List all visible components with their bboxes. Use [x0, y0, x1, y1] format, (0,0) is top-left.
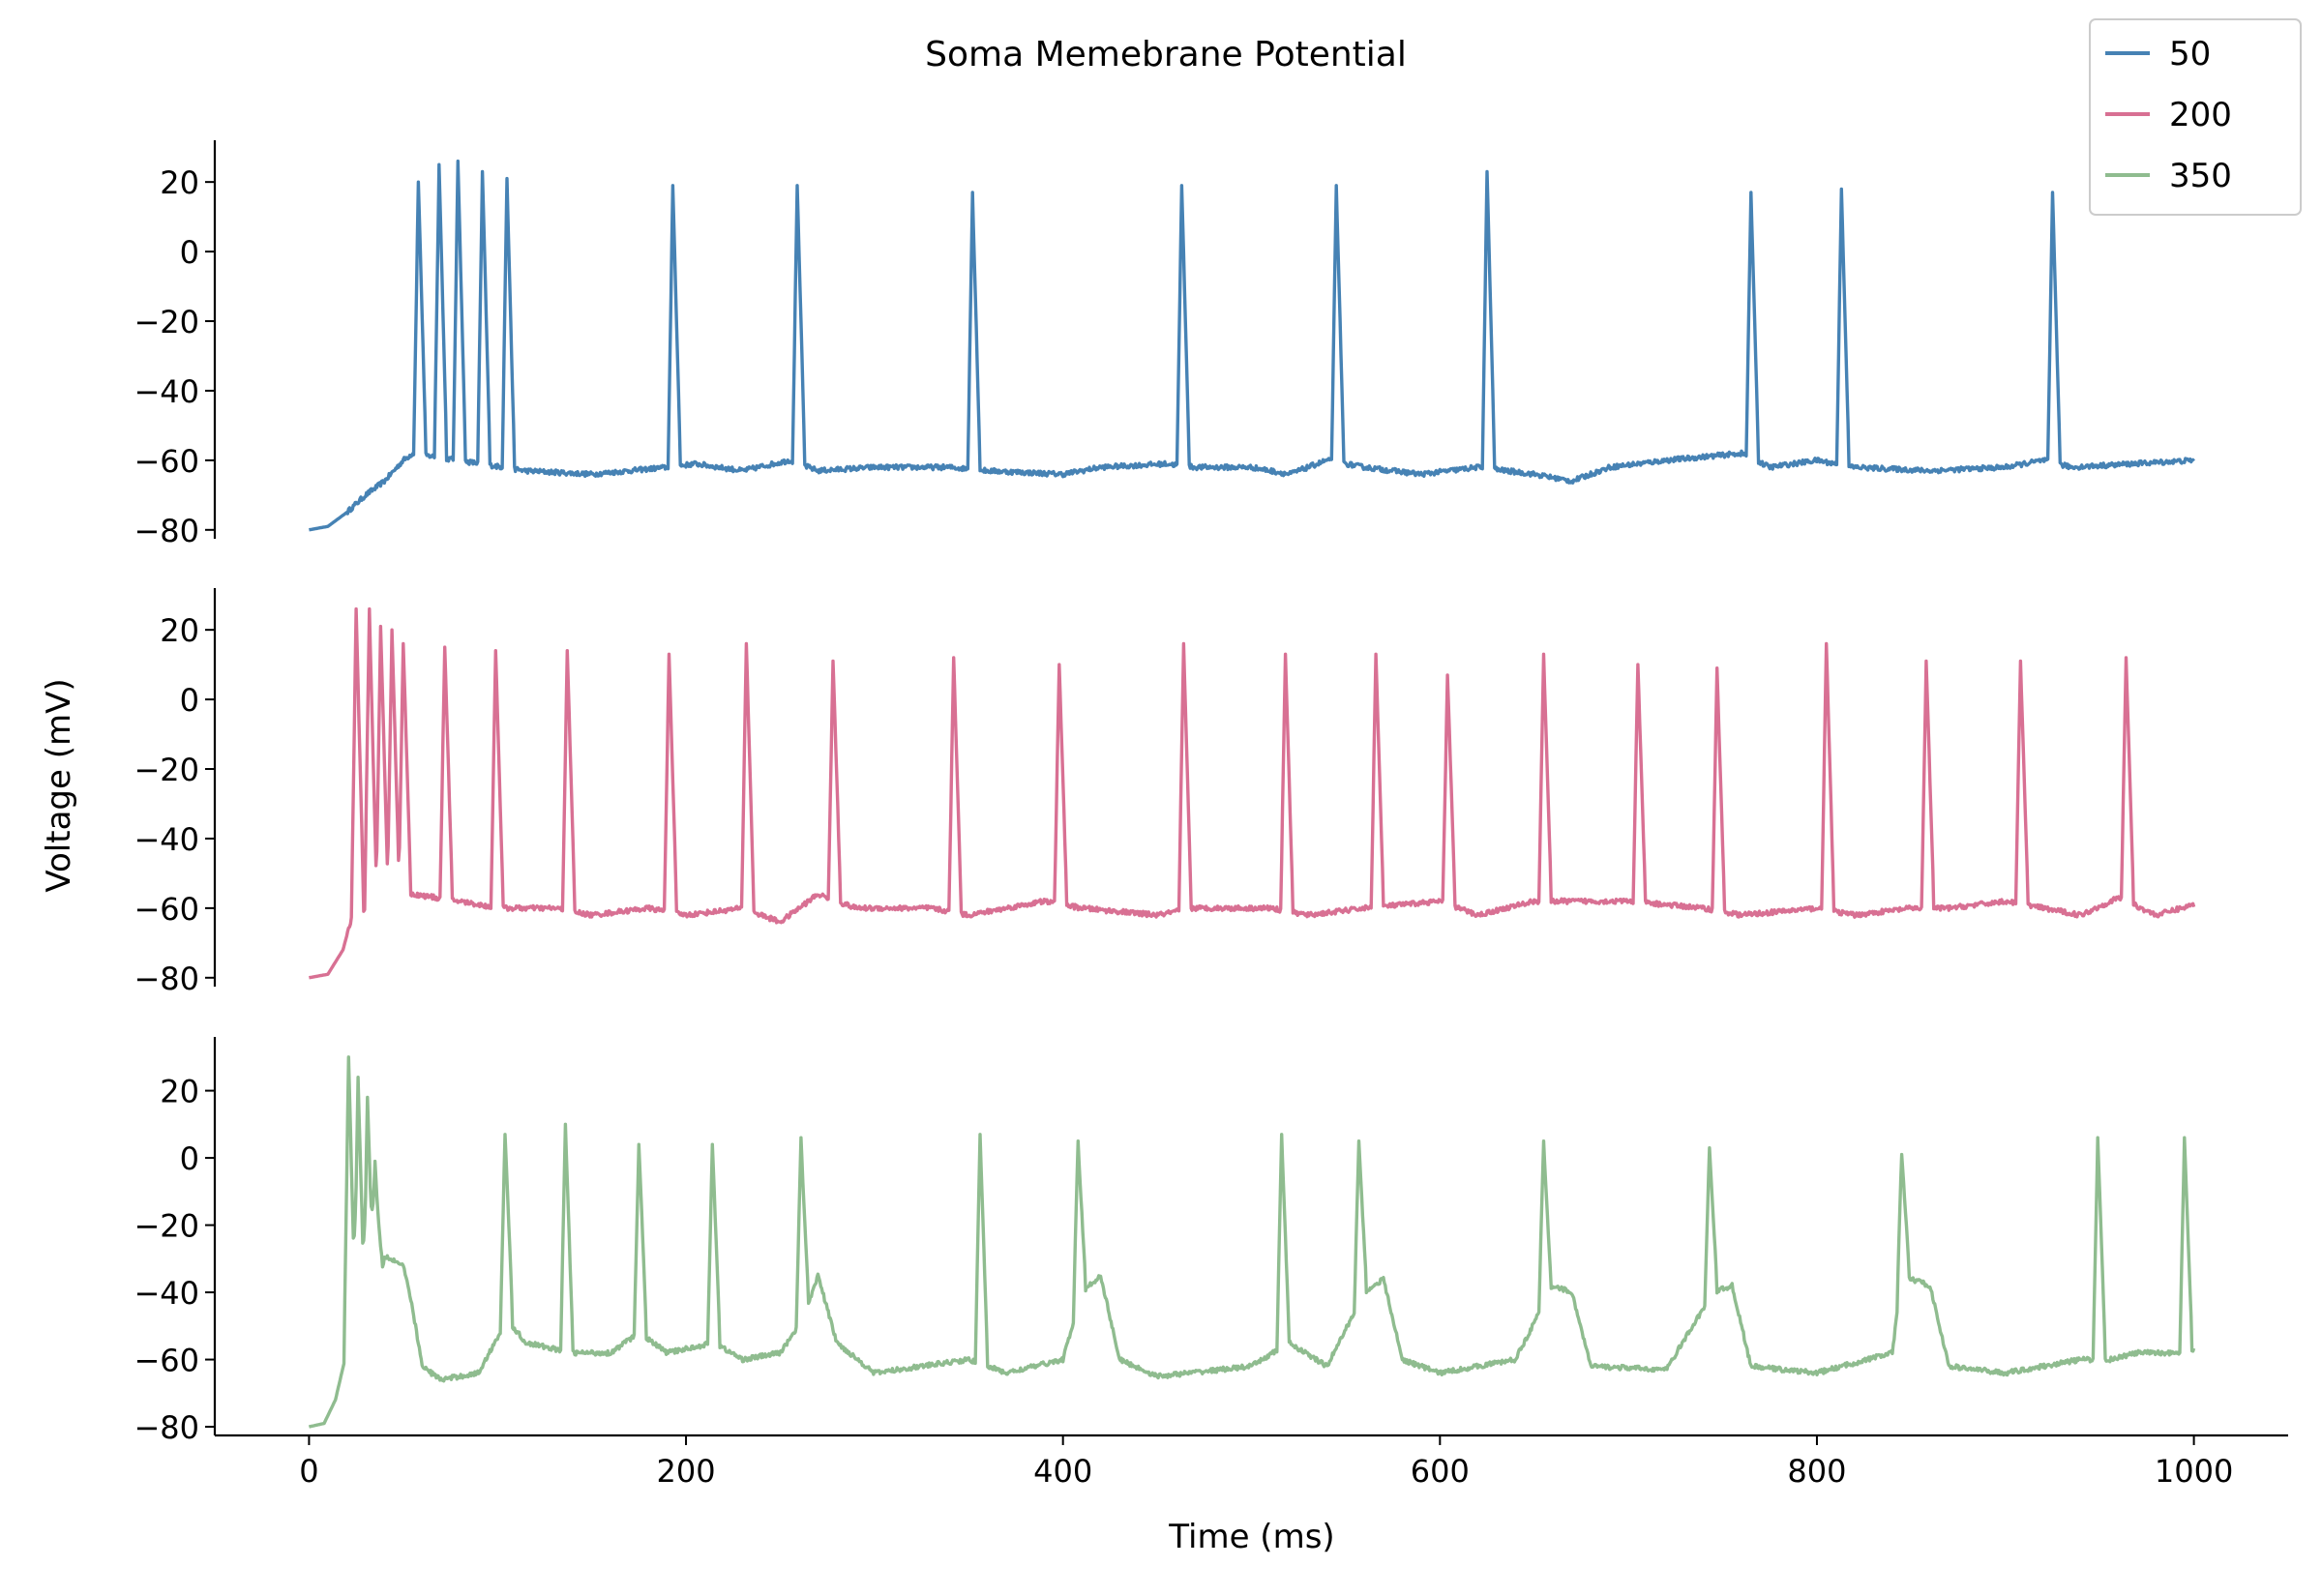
x-axis-label: Time (ms) — [1168, 1518, 1334, 1556]
series-line-200 — [308, 606, 2196, 980]
y-tick-label: −20 — [134, 304, 199, 340]
y-tick-label: 20 — [160, 1074, 199, 1110]
series-line-50 — [308, 159, 2195, 532]
y-tick-label: −80 — [134, 513, 199, 549]
y-tick-label: −80 — [134, 961, 199, 997]
x-tick-label: 1000 — [2155, 1453, 2233, 1490]
legend-label: 50 — [2169, 35, 2211, 74]
y-tick-label: −80 — [134, 1409, 199, 1446]
y-tick-label: 0 — [180, 234, 199, 271]
panel-200: −80 −60 −40 −20 0 20 — [134, 588, 2196, 997]
y-tick-label: −60 — [134, 1343, 199, 1379]
panel-50: −80 −60 −40 −20 0 20 — [134, 140, 2195, 549]
y-tick-label: −40 — [134, 373, 199, 410]
y-axis-label: Voltage (mV) — [40, 678, 78, 892]
y-tick-label: −60 — [134, 891, 199, 928]
y-tick-label: −20 — [134, 752, 199, 788]
x-axis: 0 200 400 600 800 1000 — [215, 1433, 2288, 1490]
x-tick-label: 400 — [1033, 1453, 1092, 1490]
chart-title: Soma Memebrane Potential — [925, 35, 1407, 74]
x-tick-label: 0 — [299, 1453, 318, 1490]
y-tick-label: 20 — [160, 164, 199, 201]
y-tick-label: 0 — [180, 1140, 199, 1177]
legend-frame — [2089, 18, 2302, 216]
legend-label: 200 — [2169, 96, 2232, 134]
y-tick-label: −40 — [134, 821, 199, 858]
y-tick-label: 0 — [180, 682, 199, 719]
y-tick-label: −20 — [134, 1208, 199, 1245]
panel-350: −80 −60 −40 −20 0 20 — [134, 1037, 2196, 1446]
y-tick-label: 20 — [160, 612, 199, 649]
x-tick-label: 200 — [657, 1453, 716, 1490]
x-tick-label: 600 — [1411, 1453, 1470, 1490]
y-tick-label: −60 — [134, 443, 199, 480]
x-tick-label: 800 — [1787, 1453, 1846, 1490]
legend: 50 200 350 — [2089, 18, 2302, 216]
y-tick-label: −40 — [134, 1275, 199, 1312]
series-line-350 — [308, 1055, 2196, 1429]
legend-label: 350 — [2169, 157, 2232, 195]
